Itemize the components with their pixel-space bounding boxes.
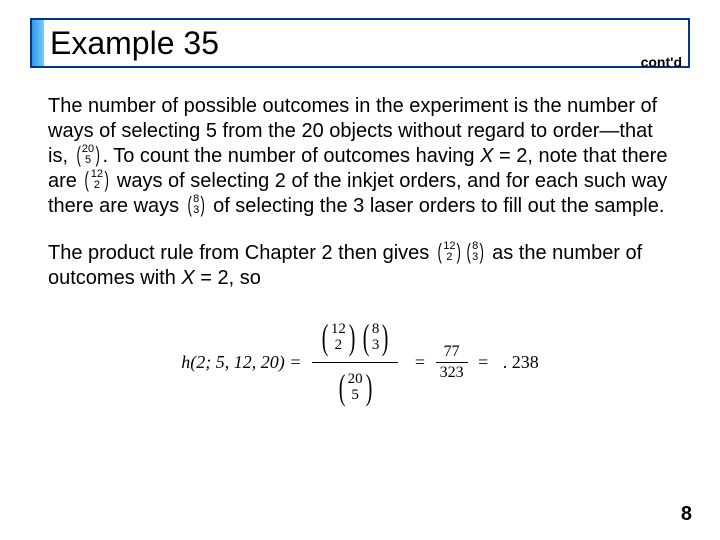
var-X-1: X bbox=[480, 145, 493, 167]
binom-8-3-icon-2: (83) bbox=[464, 241, 487, 263]
binom-20-5-icon: (205) bbox=[74, 144, 103, 166]
paragraph-2: The product rule from Chapter 2 then giv… bbox=[48, 241, 672, 291]
equation-lhs: h(2; 5, 12, 20) = bbox=[181, 351, 301, 374]
paragraph-1: The number of possible outcomes in the e… bbox=[48, 94, 672, 219]
eqn-binom-12-2: (122) bbox=[319, 315, 358, 360]
eqn-binom-20-5: (205) bbox=[336, 365, 375, 410]
title-accent-bar bbox=[32, 20, 44, 66]
title-box: Example 35 bbox=[30, 18, 690, 68]
eqn-binom-8-3: (83) bbox=[360, 315, 392, 360]
binom-12-2-icon: (122) bbox=[82, 169, 111, 191]
equation-main-fraction: (122)(83) (205) bbox=[312, 313, 399, 412]
p2-text-c: = 2, so bbox=[195, 267, 261, 289]
p1-text-b: . To count the number of outcomes having bbox=[102, 145, 480, 167]
binom-12-2-icon-2: (122) bbox=[435, 241, 464, 263]
equation-mid-fraction: 77 323 bbox=[436, 342, 468, 383]
page-number: 8 bbox=[681, 503, 692, 526]
continued-label: cont'd bbox=[641, 54, 682, 70]
var-X-2: X bbox=[181, 267, 194, 289]
equals-1: = bbox=[415, 351, 425, 374]
slide-body: The number of possible outcomes in the e… bbox=[48, 94, 672, 412]
equation-result: . 238 bbox=[503, 351, 539, 374]
equals-2: = bbox=[478, 351, 488, 374]
binom-8-3-icon: (83) bbox=[185, 194, 208, 216]
p1-text-e: of selecting the 3 laser orders to fill … bbox=[208, 195, 665, 217]
slide-title: Example 35 bbox=[50, 25, 219, 62]
equation-block: h(2; 5, 12, 20) = (122)(83) (205) = 77 3… bbox=[48, 313, 672, 412]
p2-text-a: The product rule from Chapter 2 then giv… bbox=[48, 242, 435, 264]
slide: Example 35 cont'd The number of possible… bbox=[0, 0, 720, 540]
